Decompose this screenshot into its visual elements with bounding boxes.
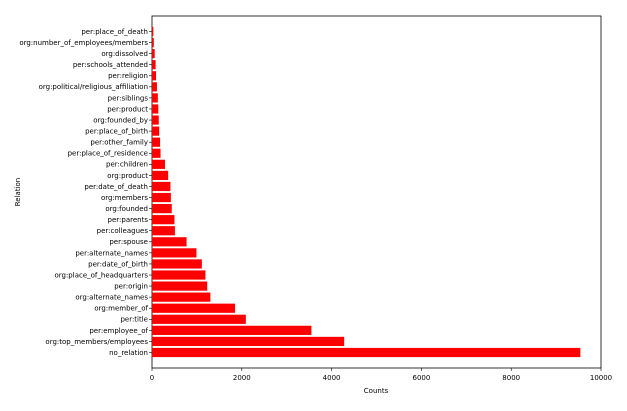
- bar-0: [152, 347, 581, 358]
- y-tick-label-1: org:top_members/employees: [45, 338, 148, 346]
- y-tick-label-16: org:product: [107, 172, 148, 180]
- y-tick-label-6: per:origin: [114, 282, 148, 290]
- y-tick-label-10: per:spouse: [109, 238, 148, 246]
- y-tick-label-9: per:alternate_names: [75, 249, 148, 257]
- bar-13: [152, 204, 172, 214]
- x-axis-title: Counts: [364, 387, 389, 395]
- bar-6: [152, 281, 208, 291]
- bar-19: [152, 137, 161, 147]
- bar-16: [152, 170, 169, 180]
- bar-10: [152, 237, 187, 247]
- bar-4: [152, 303, 236, 313]
- bar-26: [152, 60, 156, 70]
- bar-22: [152, 104, 159, 114]
- y-tick-label-13: org:founded: [105, 205, 148, 213]
- y-tick-label-12: per:parents: [108, 216, 149, 224]
- x-axis-ticks: 0 2000 4000 6000 8000 10000: [150, 368, 612, 382]
- bar-29: [152, 26, 154, 37]
- y-tick-label-17: per:children: [106, 161, 148, 169]
- y-tick-label-26: per:schools_attended: [73, 61, 148, 69]
- bar-15: [152, 181, 171, 192]
- bar-24: [152, 82, 157, 92]
- x-tick-label-2: 4000: [323, 374, 341, 382]
- y-tick-label-3: per:title: [120, 316, 148, 324]
- bar-20: [152, 126, 160, 136]
- y-tick-label-11: per:colleagues: [97, 227, 149, 235]
- y-axis-ticks: no_relation org:top_members/employees per:…: [19, 28, 152, 357]
- bar-2: [152, 325, 312, 335]
- x-tick-label-3: 6000: [412, 374, 430, 382]
- y-tick-label-8: per:date_of_birth: [88, 260, 148, 268]
- y-tick-label-2: per:employee_of: [89, 327, 148, 335]
- y-tick-label-15: per:date_of_death: [84, 183, 148, 191]
- x-tick-label-0: 0: [150, 374, 154, 382]
- plot-frame: [151, 15, 602, 369]
- bar-28: [152, 37, 154, 48]
- bar-11: [152, 226, 175, 236]
- y-tick-label-5: org:alternate_names: [75, 294, 148, 302]
- bars-group: [152, 26, 581, 358]
- bar-23: [152, 93, 158, 103]
- x-tick-label-1: 2000: [233, 374, 251, 382]
- y-tick-label-14: org:members: [101, 194, 148, 202]
- bar-1: [152, 336, 345, 347]
- bar-27: [152, 49, 155, 59]
- y-tick-label-4: org:member_of: [94, 305, 148, 313]
- y-tick-label-25: per:religion: [108, 72, 148, 80]
- bar-12: [152, 215, 175, 225]
- bar-9: [152, 248, 197, 258]
- x-tick-label-5: 10000: [590, 374, 612, 382]
- y-tick-label-28: org:number_of_employees/members: [19, 39, 148, 47]
- y-tick-label-21: org:founded_by: [93, 116, 148, 124]
- bar-25: [152, 71, 157, 81]
- y-tick-label-23: per:siblings: [108, 94, 149, 102]
- y-tick-label-24: org:political/religious_affiliation: [39, 83, 148, 91]
- y-tick-label-20: per:place_of_birth: [85, 128, 148, 136]
- bar-17: [152, 159, 166, 169]
- y-tick-label-0: no_relation: [109, 349, 148, 357]
- y-tick-label-7: org:place_of_headquarters: [54, 271, 148, 279]
- bar-21: [152, 115, 159, 125]
- bar-8: [152, 259, 202, 269]
- bar-18: [152, 148, 161, 158]
- bar-5: [152, 292, 211, 302]
- x-tick-label-4: 8000: [502, 374, 520, 382]
- bar-14: [152, 192, 171, 203]
- y-tick-label-19: per:other_family: [90, 139, 148, 147]
- bar-7: [152, 270, 206, 280]
- y-tick-label-27: org:dissolved: [101, 50, 148, 58]
- bar-3: [152, 314, 246, 324]
- y-tick-label-18: per:place_of_residence: [68, 150, 148, 158]
- y-axis-title: Relation: [14, 178, 22, 207]
- y-tick-label-22: per:product: [107, 105, 148, 113]
- y-tick-label-29: per:place_of_death: [81, 28, 148, 36]
